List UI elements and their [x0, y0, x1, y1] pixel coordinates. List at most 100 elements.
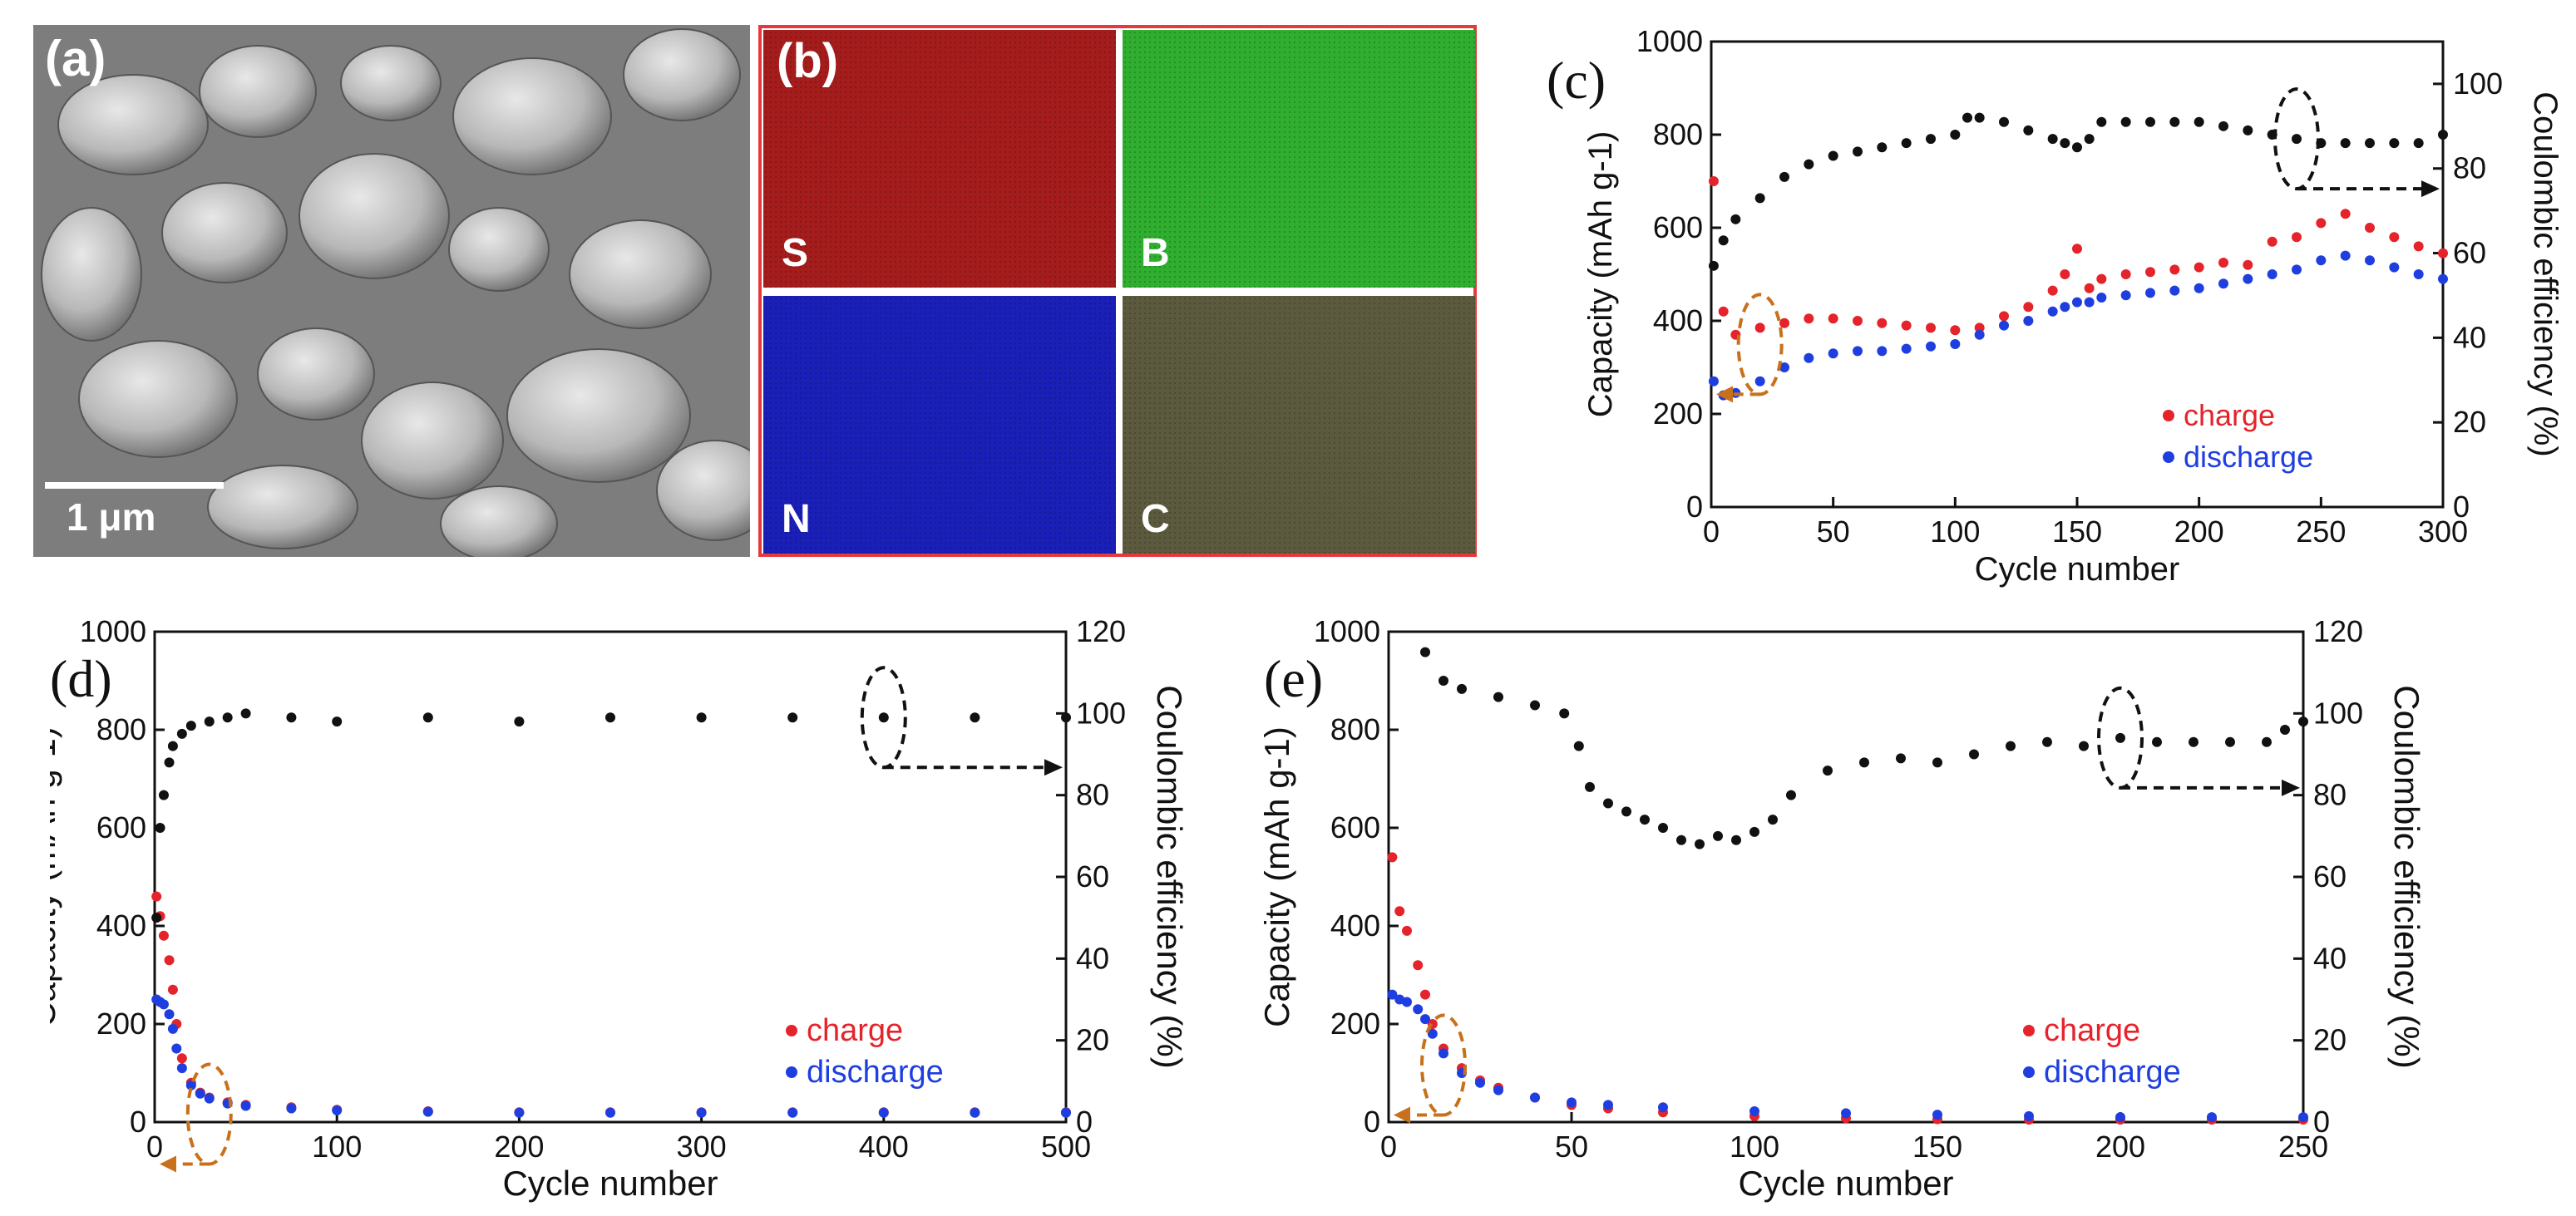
charge-point [2316, 218, 2327, 229]
discharge-point [164, 1009, 175, 1020]
efficiency-point [1621, 806, 1631, 817]
charge-point [1999, 311, 2009, 322]
efficiency-point [2194, 116, 2204, 127]
discharge-point [1877, 346, 1888, 357]
efficiency-point [2084, 134, 2095, 145]
discharge-point [2084, 297, 2095, 308]
efficiency-point [1530, 700, 1540, 711]
x-tick-label: 100 [1930, 514, 1980, 549]
charge-point [2072, 244, 2082, 254]
discharge-point [2438, 273, 2448, 284]
sem-image [33, 25, 750, 557]
discharge-point [2047, 306, 2058, 317]
charge-point [1754, 322, 1765, 333]
discharge-point [2194, 283, 2204, 293]
y-tick-label: 1000 [1636, 24, 1703, 58]
efficiency-point [1457, 683, 1467, 694]
chart-e: 0 50 100 150 200 2500200400600800100002040608… [1264, 614, 2426, 1203]
sem-image-panel: (a) 1 μm [33, 25, 750, 557]
y2-tick-label: 20 [1076, 1023, 1109, 1057]
right-arrow-head [2282, 779, 2300, 796]
charge-point [158, 930, 169, 941]
efficiency-point [1779, 171, 1789, 182]
charge-point [1901, 320, 1912, 331]
legend-discharge-marker [2163, 451, 2174, 463]
discharge-point [240, 1100, 251, 1111]
right-arrow-head [1044, 759, 1063, 776]
discharge-point [2389, 262, 2400, 273]
charge-point [1804, 313, 1814, 324]
charge-point [2169, 264, 2180, 275]
efficiency-point [2389, 138, 2400, 149]
y2-tick-label: 60 [2313, 859, 2347, 894]
y-tick-label: 200 [1653, 396, 1703, 431]
legend-charge-marker [786, 1025, 797, 1036]
charge-point [1779, 318, 1789, 328]
efficiency-point [1640, 815, 1650, 825]
efficiency-point [787, 712, 798, 723]
y2-tick-label: 20 [2453, 405, 2486, 439]
discharge-point [1427, 1028, 1438, 1039]
discharge-point [2413, 269, 2424, 279]
charge-point [1950, 325, 1961, 336]
efficiency-point [151, 913, 162, 923]
discharge-point [1708, 376, 1719, 386]
discharge-point [332, 1105, 343, 1115]
y-tick-label: 800 [1330, 712, 1380, 746]
x-tick-label: 200 [2174, 514, 2224, 549]
efficiency-point [167, 741, 178, 751]
efficiency-point [2218, 121, 2228, 131]
discharge-point [1841, 1108, 1851, 1119]
discharge-point [1804, 352, 1814, 363]
y2-tick-label: 0 [2453, 490, 2470, 524]
panel-a-letter: (a) [45, 31, 106, 86]
efficiency-point [2365, 138, 2375, 149]
x-tick-label: 200 [2095, 1130, 2145, 1164]
charge-point [2413, 241, 2424, 252]
charge-point [1926, 322, 1936, 333]
charge-point [2243, 259, 2253, 270]
efficiency-point [2225, 736, 2235, 747]
efficiency-point [1999, 116, 2009, 127]
left-arrow-head [160, 1155, 176, 1173]
discharge-point [1828, 348, 1838, 359]
plot-frame [1710, 40, 2445, 509]
efficiency-point [1768, 815, 1778, 825]
efficiency-point [1730, 214, 1741, 224]
legend-charge-marker [2163, 410, 2174, 421]
y2-tick-label: 80 [1076, 778, 1109, 812]
eds-tile-s: (b) S [763, 30, 1116, 288]
discharge-point [696, 1107, 707, 1118]
x-axis-label: Cycle number [502, 1164, 718, 1203]
charge-point [1828, 313, 1838, 324]
efficiency-point [2023, 125, 2034, 135]
charge-point [1402, 925, 1412, 936]
legend-discharge-marker [786, 1066, 797, 1078]
efficiency-point [878, 712, 889, 723]
discharge-point [1061, 1107, 1071, 1118]
efficiency-point [1603, 798, 1613, 809]
scale-bar [45, 482, 224, 489]
discharge-point [1749, 1106, 1759, 1117]
x-tick-label: 100 [312, 1130, 362, 1164]
x-tick-label: 500 [1041, 1130, 1091, 1164]
chart-c: 0 50 100 150 200 250 3000200400600800100002040… [1582, 24, 2564, 588]
efficiency-point [1859, 757, 1869, 768]
efficiency-point [1585, 781, 1595, 792]
y-tick-label: 800 [96, 712, 146, 746]
chart-c-letter: (c) [1547, 51, 1606, 110]
chart-c-panel: (c) 0 50 100 150 200 250 300 0 200 400 600 800 1000 0… [1497, 17, 2569, 598]
y-tick-label: 800 [1653, 117, 1703, 151]
efficiency-point [1962, 112, 1972, 123]
eds-element-label: B [1141, 231, 1170, 275]
charge-point [2023, 302, 2034, 313]
efficiency-point [2152, 736, 2162, 747]
eds-element-label: C [1141, 497, 1170, 541]
efficiency-point [164, 757, 175, 768]
charge-point [2060, 269, 2070, 279]
charge-point [2438, 248, 2448, 258]
efficiency-point [1658, 823, 1668, 833]
y-tick-label: 200 [1330, 1007, 1380, 1041]
charge-point [1718, 306, 1729, 317]
y-tick-label: 0 [1364, 1105, 1380, 1139]
